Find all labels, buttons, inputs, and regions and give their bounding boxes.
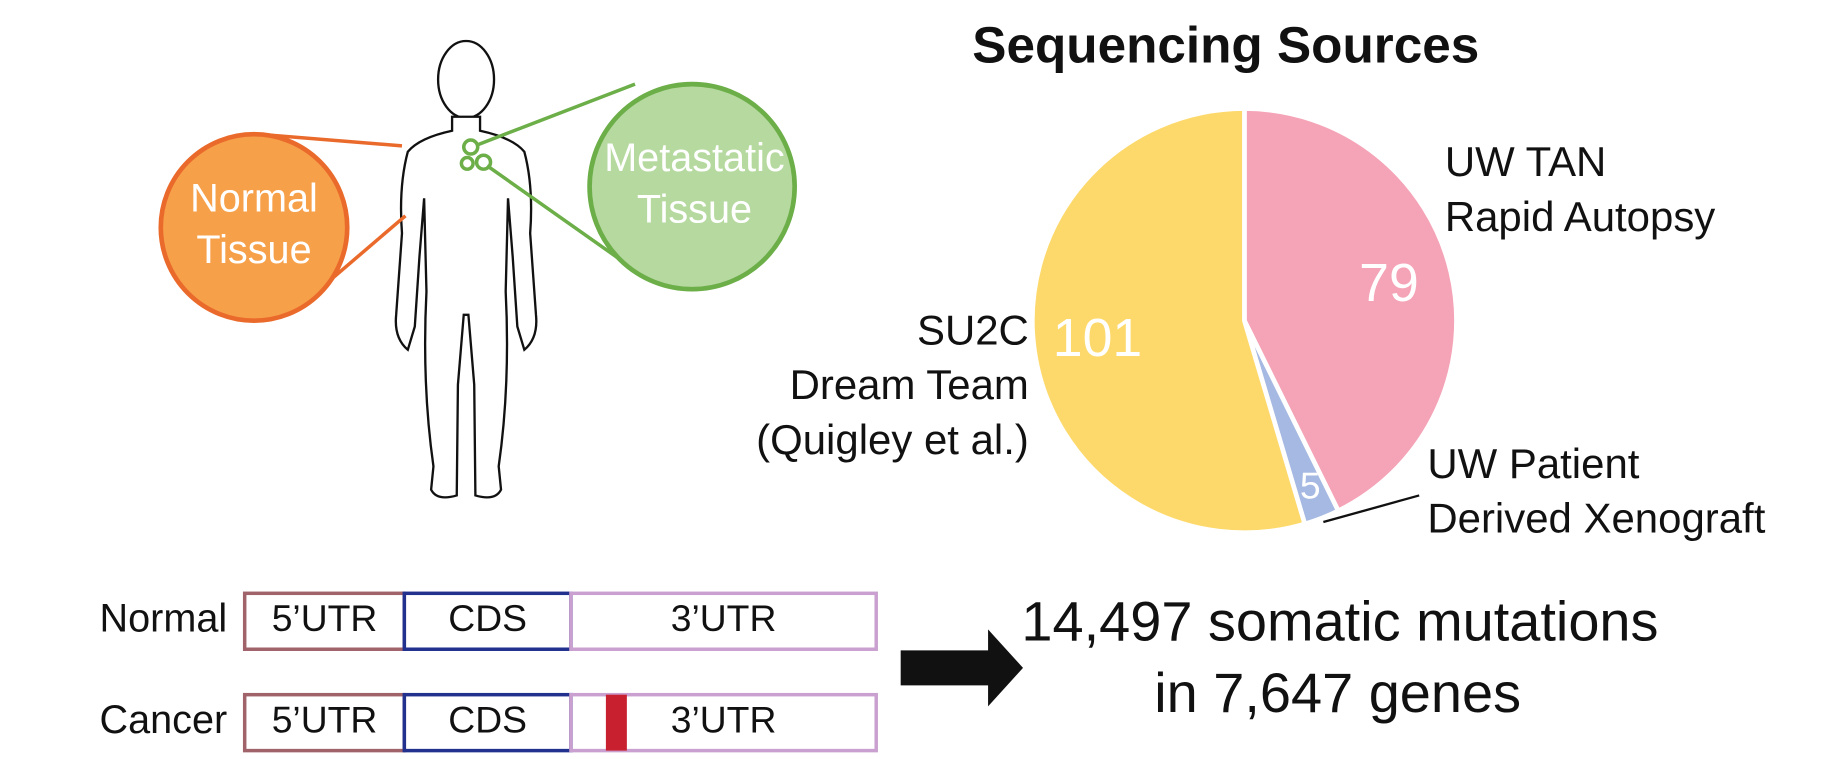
value-label: 101	[1053, 308, 1142, 368]
body	[394, 115, 538, 499]
segment-label: CDS	[448, 698, 527, 740]
segment-box	[569, 692, 878, 753]
row-label: Cancer	[100, 698, 228, 742]
segment-label: 5’UTR	[272, 597, 378, 639]
head	[436, 39, 496, 120]
segment-box	[569, 591, 878, 651]
pie-slice	[1030, 106, 1308, 536]
segment-label: 5’UTR	[272, 698, 378, 740]
segment-label: CDS	[448, 597, 527, 639]
transcript-diagram: Normal 5’UTR CDS 3’UTR Cancer 5’UTR CDS 3’UTR	[100, 591, 878, 753]
category-label: UW Patient Derived Xenograft	[1427, 440, 1765, 542]
human-figure	[394, 39, 538, 499]
chart-title: Sequencing Sources	[972, 17, 1479, 74]
normal-tissue-label: Normal Tissue	[190, 177, 318, 273]
summary-line: in 7,647 genes	[1154, 661, 1521, 724]
metastatic-tissue-label: Metastatic Tissue	[604, 136, 785, 232]
connector-line	[477, 82, 636, 147]
arrow	[900, 629, 1024, 707]
lesion	[461, 138, 480, 156]
mutation-marker	[605, 694, 627, 751]
metastatic-tissue-circle	[587, 81, 797, 292]
lesion	[474, 153, 493, 171]
value-label: 5	[1300, 464, 1321, 506]
category-label: UW TAN Rapid Autopsy	[1445, 138, 1715, 240]
category-label: SU2C Dream Team (Quigley et al.)	[756, 307, 1029, 463]
summary-line: 14,497 somatic mutations	[1021, 590, 1658, 653]
connector-line	[486, 164, 631, 268]
lesion	[459, 155, 475, 171]
row-label: Normal	[100, 597, 228, 641]
value-label: 79	[1359, 253, 1419, 313]
metastatic-connector	[459, 82, 636, 268]
pie-chart: 79 UW TAN Rapid Autopsy 5 UW Patient Derived …	[756, 106, 1766, 542]
segment-label: 3’UTR	[671, 597, 777, 639]
segment-label: 3’UTR	[671, 698, 777, 740]
leader-line	[1323, 494, 1420, 524]
normal-tissue-circle	[158, 131, 350, 323]
connector-line	[258, 132, 403, 148]
pie-slice	[1242, 106, 1459, 514]
